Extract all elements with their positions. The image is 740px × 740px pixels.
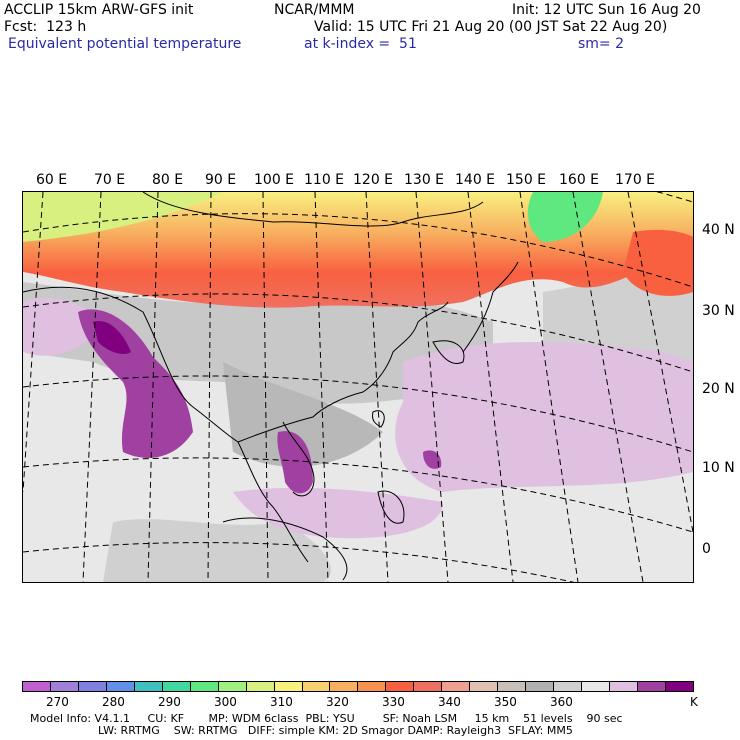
- lat-label: 0: [702, 541, 711, 557]
- model-info-line1: Model Info: V4.1.1 CU: KF MP: WDM 6class…: [30, 712, 623, 725]
- warm-band: [23, 192, 693, 308]
- lat-label: 30 N: [702, 303, 735, 319]
- lat-line: [23, 293, 693, 373]
- colorbar-label: 300: [214, 695, 237, 709]
- green-region: [527, 192, 603, 242]
- latitude-lines: [23, 192, 693, 582]
- colorbar-label: 320: [326, 695, 349, 709]
- lat-line: [23, 213, 693, 288]
- coastlines: [23, 192, 519, 581]
- colorbar-swatch: [470, 682, 499, 691]
- lon-label: 170 E: [615, 172, 656, 188]
- lat-label: 40 N: [702, 222, 735, 238]
- smoothing-label: sm= 2: [578, 36, 625, 52]
- colorbar-label: 280: [102, 695, 125, 709]
- colorbar-swatch: [582, 682, 611, 691]
- colorbar-swatch: [414, 682, 443, 691]
- lon-label: 150 E: [506, 172, 547, 188]
- yellow-green-region: [23, 192, 223, 242]
- colorbar: [22, 681, 694, 692]
- colorbar-swatch: [498, 682, 527, 691]
- colorbar-label: 340: [438, 695, 461, 709]
- colorbar-swatch: [50, 682, 79, 691]
- lon-label: 110 E: [304, 172, 345, 188]
- lat-line: [23, 457, 693, 533]
- equivalent-potential-temperature-map: [23, 192, 693, 582]
- gray-region: [103, 519, 331, 582]
- lon-label: 100 E: [254, 172, 295, 188]
- colorbar-label: 330: [382, 695, 405, 709]
- lon-label: 130 E: [404, 172, 445, 188]
- field-name: Equivalent potential temperature: [8, 36, 242, 52]
- forecast-hour: Fcst: 123 h: [4, 19, 87, 35]
- lon-label: 120 E: [353, 172, 394, 188]
- colorbar-swatch: [246, 682, 275, 691]
- colorbar-label: 350: [494, 695, 517, 709]
- map-panel: [22, 191, 694, 583]
- colorbar-swatch: [358, 682, 387, 691]
- gray-region: [223, 362, 383, 467]
- lat-line: [23, 542, 575, 582]
- center-label: NCAR/MMM: [274, 2, 355, 18]
- colorbar-swatch: [218, 682, 247, 691]
- colorbar-swatch: [637, 682, 666, 691]
- colorbar-swatch: [190, 682, 219, 691]
- level-index: at k-index = 51: [304, 36, 417, 52]
- colorbar-swatch: [274, 682, 303, 691]
- colorbar-swatch: [442, 682, 471, 691]
- colorbar-swatch: [610, 682, 638, 691]
- model-title: ACCLIP 15km ARW-GFS init: [4, 2, 194, 18]
- lon-label: 160 E: [559, 172, 600, 188]
- light-purple-region: [395, 342, 693, 492]
- colorbar-swatch: [106, 682, 135, 691]
- lat-label: 10 N: [702, 460, 735, 476]
- colorbar-swatch: [526, 682, 555, 691]
- colorbar-label: 360: [550, 695, 573, 709]
- colorbar-swatch: [330, 682, 359, 691]
- lon-label: 60 E: [36, 172, 68, 188]
- darkest-purple-region: [93, 321, 131, 354]
- colorbar-swatch: [554, 682, 583, 691]
- colorbar-label: 270: [46, 695, 69, 709]
- init-time: Init: 12 UTC Sun 16 Aug 20: [512, 2, 701, 18]
- colorbar-swatch: [665, 682, 693, 691]
- colorbar-swatch: [162, 682, 191, 691]
- colorbar-swatch: [386, 682, 415, 691]
- lon-label: 90 E: [205, 172, 237, 188]
- lat-label: 20 N: [702, 381, 735, 397]
- colorbar-swatch: [23, 682, 51, 691]
- lon-label: 70 E: [94, 172, 126, 188]
- valid-time: Valid: 15 UTC Fri 21 Aug 20 (00 JST Sat …: [314, 19, 668, 35]
- lat-line: [23, 375, 693, 453]
- dark-purple-region: [277, 431, 313, 494]
- colorbar-unit: K: [690, 695, 698, 709]
- colorbar-swatch: [78, 682, 107, 691]
- colorbar-label: 310: [270, 695, 293, 709]
- lon-label: 80 E: [152, 172, 184, 188]
- longitude-lines: [23, 192, 693, 582]
- model-info-line2: LW: RRTMG SW: RRTMG DIFF: simple KM: 2D …: [98, 724, 573, 737]
- colorbar-swatch: [302, 682, 331, 691]
- red-region: [623, 229, 693, 296]
- lon-label: 140 E: [455, 172, 496, 188]
- colorbar-swatch: [134, 682, 163, 691]
- dark-purple-region: [423, 450, 442, 469]
- colorbar-label: 290: [158, 695, 181, 709]
